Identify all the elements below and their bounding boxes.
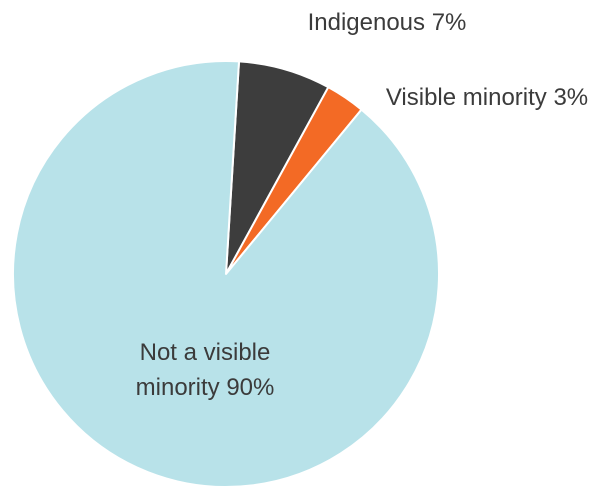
pie-slice-not-a-visible-minority [12, 60, 440, 488]
slice-label-indigenous: Indigenous 7% [308, 9, 467, 36]
slice-label-visible-minority: Visible minority 3% [386, 84, 588, 111]
slice-label-not-visible-minority-line2: minority 90% [136, 374, 275, 401]
slice-label-not-visible-minority: Not a visible minority 90% [136, 339, 275, 401]
slice-label-not-visible-minority-line1: Not a visible [140, 339, 271, 366]
pie-slices [12, 60, 440, 488]
